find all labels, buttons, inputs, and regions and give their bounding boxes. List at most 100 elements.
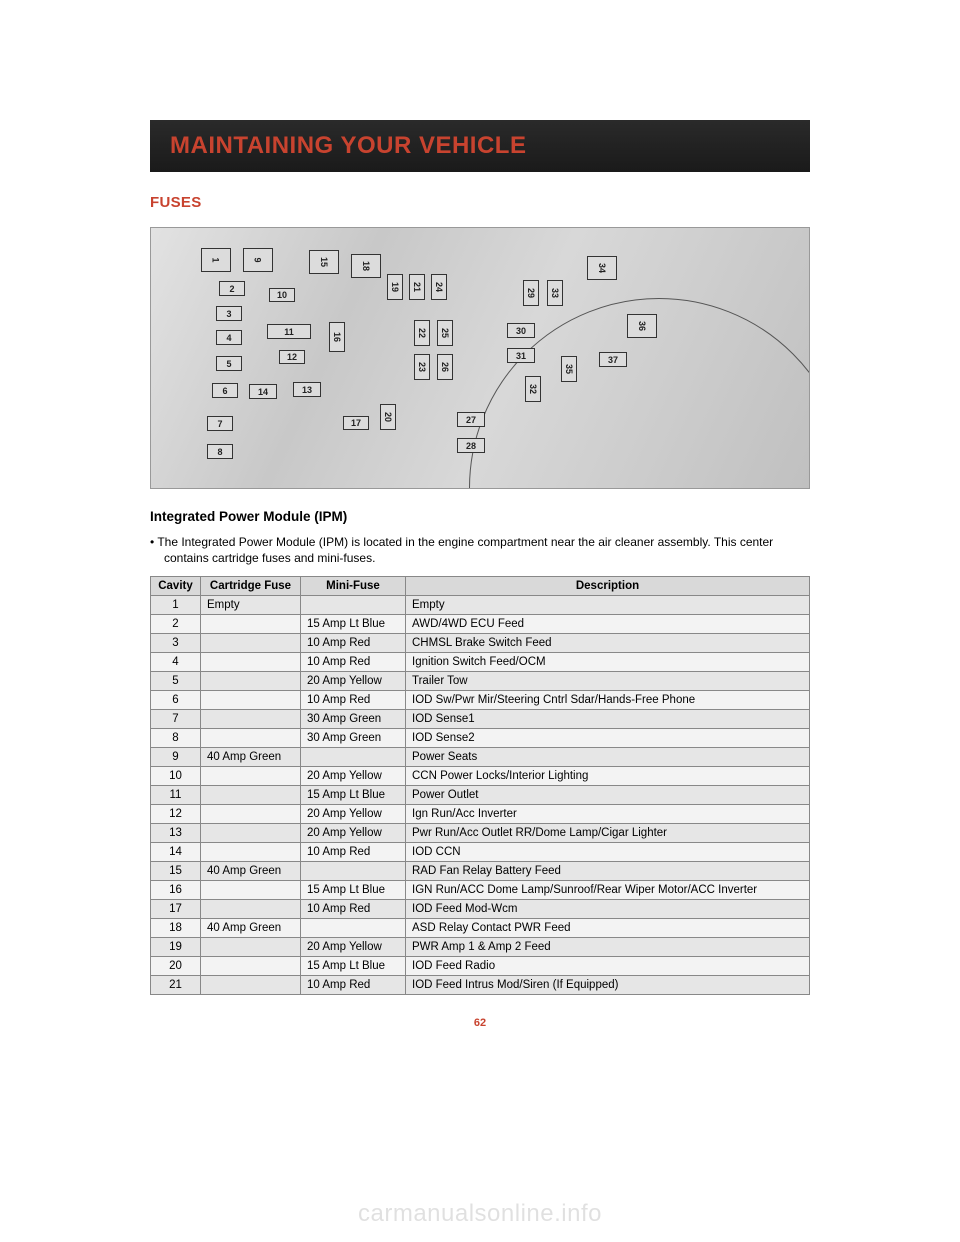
table-row: 520 Amp YellowTrailer Tow: [151, 672, 810, 691]
table-row: 1020 Amp YellowCCN Power Locks/Interior …: [151, 767, 810, 786]
cell-cavity: 13: [151, 824, 201, 843]
cell-cavity: 17: [151, 900, 201, 919]
fuse-7: 7: [207, 416, 233, 431]
page-number: 62: [150, 1017, 810, 1029]
cell-cavity: 7: [151, 710, 201, 729]
fuse-table: Cavity Cartridge Fuse Mini-Fuse Descript…: [150, 576, 810, 995]
cell-cartridge: [201, 615, 301, 634]
fuse-5: 5: [216, 356, 242, 371]
fuse-19: 19: [387, 274, 403, 300]
cell-desc: IOD Sense2: [406, 729, 810, 748]
cell-desc: Ign Run/Acc Inverter: [406, 805, 810, 824]
table-row: 1540 Amp Green RAD Fan Relay Battery Feed: [151, 862, 810, 881]
ipm-bullet: • The Integrated Power Module (IPM) is l…: [164, 534, 810, 566]
cell-mini: 10 Amp Red: [301, 691, 406, 710]
table-row: 1710 Amp RedIOD Feed Mod-Wcm: [151, 900, 810, 919]
cell-mini: 10 Amp Red: [301, 976, 406, 995]
ipm-heading: Integrated Power Module (IPM): [150, 509, 810, 524]
cell-mini: 15 Amp Lt Blue: [301, 786, 406, 805]
cell-cartridge: [201, 881, 301, 900]
fuse-13: 13: [293, 382, 321, 397]
cell-cavity: 8: [151, 729, 201, 748]
cell-cartridge: [201, 976, 301, 995]
fuse-32: 32: [525, 376, 541, 402]
fuse-11: 11: [267, 324, 311, 339]
table-body: 1EmptyEmpty215 Amp Lt BlueAWD/4WD ECU Fe…: [151, 596, 810, 995]
cell-mini: 20 Amp Yellow: [301, 805, 406, 824]
cell-cavity: 21: [151, 976, 201, 995]
cell-desc: IGN Run/ACC Dome Lamp/Sunroof/Rear Wiper…: [406, 881, 810, 900]
cell-mini: [301, 596, 406, 615]
cell-cartridge: [201, 672, 301, 691]
fuse-20: 20: [380, 404, 396, 430]
cell-cartridge: [201, 634, 301, 653]
cell-cavity: 1: [151, 596, 201, 615]
watermark: carmanualsonline.info: [0, 1200, 960, 1228]
cell-cartridge: [201, 805, 301, 824]
fuse-21: 21: [409, 274, 425, 300]
fuse-2: 2: [219, 281, 245, 296]
cell-cavity: 4: [151, 653, 201, 672]
fuse-34: 34: [587, 256, 617, 280]
cell-cartridge: 40 Amp Green: [201, 862, 301, 881]
cell-cartridge: [201, 957, 301, 976]
fuse-24: 24: [431, 274, 447, 300]
cell-cavity: 3: [151, 634, 201, 653]
table-row: 8 30 Amp GreenIOD Sense2: [151, 729, 810, 748]
cell-desc: RAD Fan Relay Battery Feed: [406, 862, 810, 881]
cell-mini: 10 Amp Red: [301, 653, 406, 672]
th-mini: Mini-Fuse: [301, 577, 406, 596]
table-row: 940 Amp GreenPower Seats: [151, 748, 810, 767]
fuse-diagram: 1915182103111641251361471720819212422252…: [150, 227, 810, 489]
cell-mini: [301, 748, 406, 767]
cell-mini: 10 Amp Red: [301, 843, 406, 862]
table-row: 215 Amp Lt BlueAWD/4WD ECU Feed: [151, 615, 810, 634]
cell-cartridge: [201, 786, 301, 805]
section-title: FUSES: [150, 194, 810, 211]
table-row: 1920 Amp YellowPWR Amp 1 & Amp 2 Feed: [151, 938, 810, 957]
table-row: 610 Amp RedIOD Sw/Pwr Mir/Steering Cntrl…: [151, 691, 810, 710]
cell-cartridge: [201, 767, 301, 786]
cell-cavity: 15: [151, 862, 201, 881]
cell-mini: 15 Amp Lt Blue: [301, 881, 406, 900]
cell-desc: Power Outlet: [406, 786, 810, 805]
cell-cavity: 18: [151, 919, 201, 938]
table-row: 4 10 Amp RedIgnition Switch Feed/OCM: [151, 653, 810, 672]
table-row: 21 10 Amp RedIOD Feed Intrus Mod/Siren (I…: [151, 976, 810, 995]
fuse-16: 16: [329, 322, 345, 352]
cell-cartridge: Empty: [201, 596, 301, 615]
fuse-28: 28: [457, 438, 485, 453]
cell-cavity: 19: [151, 938, 201, 957]
cell-desc: Ignition Switch Feed/OCM: [406, 653, 810, 672]
cell-mini: 30 Amp Green: [301, 710, 406, 729]
table-header-row: Cavity Cartridge Fuse Mini-Fuse Descript…: [151, 577, 810, 596]
table-row: 1EmptyEmpty: [151, 596, 810, 615]
cell-cavity: 14: [151, 843, 201, 862]
fuse-37: 37: [599, 352, 627, 367]
cell-desc: Power Seats: [406, 748, 810, 767]
cell-cartridge: [201, 653, 301, 672]
cell-cartridge: [201, 900, 301, 919]
fuse-15: 15: [309, 250, 339, 274]
cell-cavity: 9: [151, 748, 201, 767]
fuse-36: 36: [627, 314, 657, 338]
cell-desc: IOD CCN: [406, 843, 810, 862]
table-row: 730 Amp GreenIOD Sense1: [151, 710, 810, 729]
cell-desc: IOD Feed Intrus Mod/Siren (If Equipped): [406, 976, 810, 995]
page-container: MAINTAINING YOUR VEHICLE FUSES 191518210…: [100, 120, 860, 1069]
fuse-27: 27: [457, 412, 485, 427]
th-cartridge: Cartridge Fuse: [201, 577, 301, 596]
cell-desc: Pwr Run/Acc Outlet RR/Dome Lamp/Cigar Li…: [406, 824, 810, 843]
cell-mini: 30 Amp Green: [301, 729, 406, 748]
fuse-14: 14: [249, 384, 277, 399]
cell-desc: AWD/4WD ECU Feed: [406, 615, 810, 634]
cell-desc: CHMSL Brake Switch Feed: [406, 634, 810, 653]
table-row: 1320 Amp YellowPwr Run/Acc Outlet RR/Dom…: [151, 824, 810, 843]
table-row: 3 10 Amp RedCHMSL Brake Switch Feed: [151, 634, 810, 653]
cell-mini: 15 Amp Lt Blue: [301, 957, 406, 976]
cell-cavity: 6: [151, 691, 201, 710]
fuse-22: 22: [414, 320, 430, 346]
cell-mini: 10 Amp Red: [301, 900, 406, 919]
cell-mini: 10 Amp Red: [301, 634, 406, 653]
fuse-26: 26: [437, 354, 453, 380]
